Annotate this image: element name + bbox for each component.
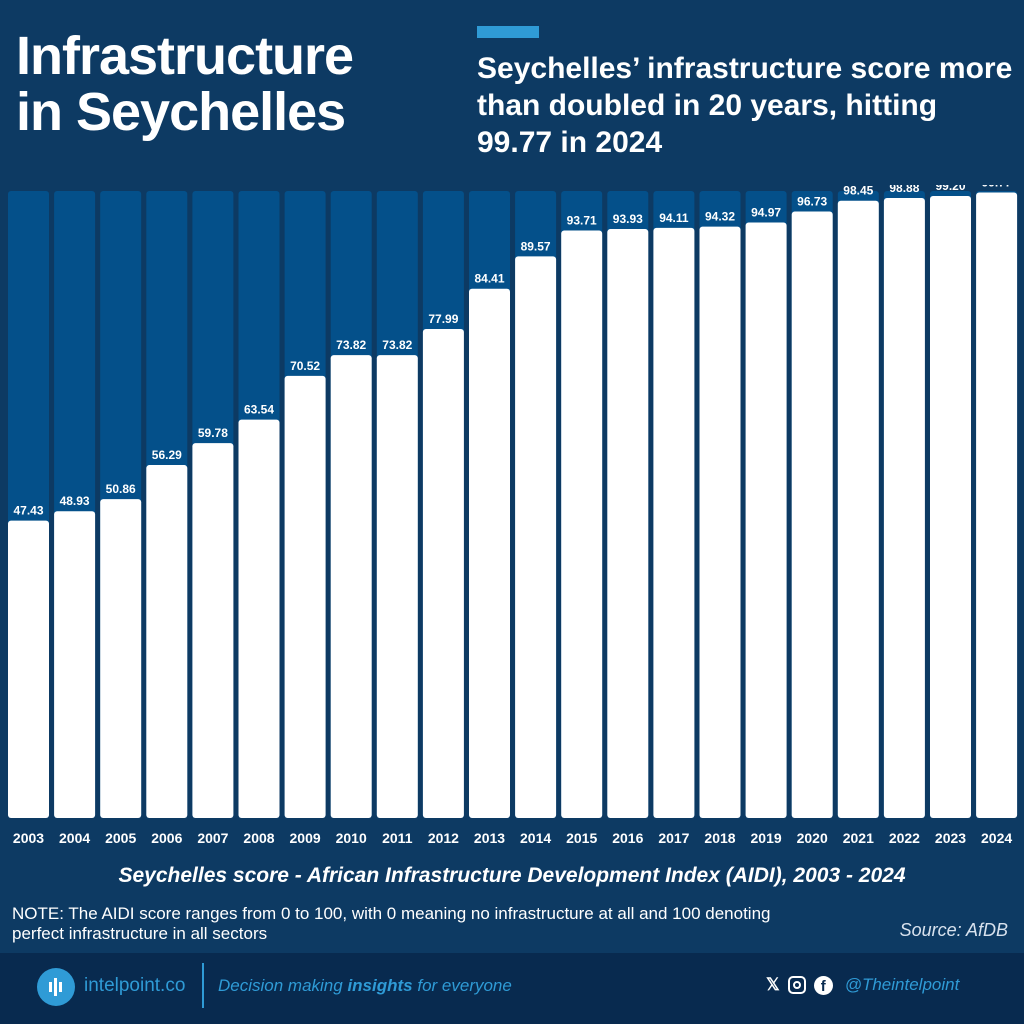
- x-tick-label: 2004: [59, 830, 90, 846]
- data-label: 93.93: [613, 212, 643, 226]
- x-tick-label: 2010: [336, 830, 367, 846]
- x-tick-label: 2003: [13, 830, 44, 846]
- bar-2006: [146, 465, 188, 818]
- bar-2020: [791, 211, 833, 818]
- x-tick-label: 2012: [428, 830, 459, 846]
- data-label: 98.45: [843, 185, 873, 198]
- x-tick-label: 2018: [704, 830, 735, 846]
- data-label: 63.54: [244, 403, 274, 417]
- data-label: 94.32: [705, 210, 735, 224]
- tagline-bold: insights: [347, 976, 413, 995]
- data-label: 93.71: [567, 213, 597, 227]
- tagline-text: Decision making: [218, 976, 348, 995]
- data-label: 98.88: [889, 185, 919, 195]
- x-tick-label: 2007: [197, 830, 228, 846]
- data-label: 47.43: [13, 504, 43, 518]
- instagram-icon[interactable]: [787, 976, 806, 994]
- title-line-1: Infrastructure: [16, 26, 354, 86]
- bar-2016: [607, 229, 649, 818]
- data-label: 70.52: [290, 359, 320, 373]
- data-label: 96.73: [797, 195, 827, 209]
- data-label: 99.20: [935, 185, 965, 193]
- data-label: 50.86: [106, 482, 136, 496]
- bar-2014: [515, 256, 557, 818]
- x-tick-label: 2009: [290, 830, 321, 846]
- x-tick-label: 2015: [566, 830, 597, 846]
- tagline-text-end: for everyone: [412, 976, 512, 995]
- data-label: 56.29: [152, 448, 182, 462]
- data-label: 94.97: [751, 206, 781, 220]
- x-tick-label: 2020: [797, 830, 828, 846]
- source: Source: AfDB: [899, 920, 1008, 940]
- bar-chart: 47.43 2003 48.93 2004 50.86 2005 56.29 2006 59.7…: [8, 185, 1018, 846]
- bar-2015: [561, 230, 603, 818]
- bar-2021: [837, 200, 879, 818]
- bar-2018: [699, 226, 741, 819]
- bar-2017: [653, 227, 695, 818]
- subtitle: Seychelles’ infrastructure score more th…: [477, 52, 1013, 159]
- data-label: 59.78: [198, 426, 228, 440]
- x-icon[interactable]: 𝕏: [766, 975, 780, 994]
- page-title: Infrastructure in Seychelles: [16, 26, 354, 142]
- x-tick-label: 2005: [105, 830, 136, 846]
- bar-2010: [330, 355, 372, 818]
- bar-2003: [8, 520, 49, 818]
- accent-bar: [477, 26, 539, 38]
- brand-link[interactable]: intelpoint.co: [84, 975, 186, 996]
- bar-2005: [100, 499, 142, 818]
- data-label: 73.82: [336, 338, 366, 352]
- bar-2024: [976, 192, 1018, 819]
- data-label: 77.99: [428, 312, 458, 326]
- tagline: Decision making insights for everyone: [218, 976, 512, 996]
- logo-icon: [37, 968, 75, 1006]
- bar-2011: [376, 355, 418, 818]
- x-tick-label: 2017: [658, 830, 689, 846]
- facebook-icon[interactable]: f: [813, 975, 833, 995]
- social-handle[interactable]: @Theintelpoint: [844, 975, 960, 994]
- data-label: 73.82: [382, 338, 412, 352]
- x-tick-label: 2008: [243, 830, 274, 846]
- bar-2019: [745, 222, 787, 819]
- x-tick-label: 2021: [843, 830, 874, 846]
- data-label: 99.77: [982, 185, 1012, 189]
- data-label: 48.93: [60, 494, 90, 508]
- x-tick-label: 2023: [935, 830, 966, 846]
- divider: [202, 963, 204, 1008]
- social-links: 𝕏 f @Theintelpoint: [766, 975, 959, 995]
- bar-2022: [883, 198, 925, 818]
- x-tick-label: 2022: [889, 830, 920, 846]
- chart-caption: Seychelles score - African Infrastructur…: [118, 864, 906, 887]
- bar-2013: [469, 288, 510, 819]
- bar-2008: [238, 419, 280, 818]
- title-line-2: in Seychelles: [16, 82, 346, 142]
- bar-2007: [192, 443, 234, 818]
- x-tick-label: 2006: [151, 830, 182, 846]
- data-label: 84.41: [474, 272, 504, 286]
- bar-2009: [284, 375, 326, 818]
- bar-2004: [54, 511, 96, 818]
- note: NOTE: The AIDI score ranges from 0 to 10…: [12, 904, 771, 943]
- x-tick-label: 2019: [751, 830, 782, 846]
- data-label: 89.57: [521, 239, 551, 253]
- bar-2023: [930, 196, 971, 819]
- x-tick-label: 2016: [612, 830, 643, 846]
- data-label: 94.11: [659, 211, 689, 225]
- x-tick-label: 2013: [474, 830, 505, 846]
- footer: intelpoint.co Decision making insights f…: [0, 953, 1024, 1024]
- x-tick-label: 2011: [382, 830, 413, 846]
- bar-2012: [422, 329, 464, 818]
- x-tick-label: 2024: [981, 830, 1012, 846]
- x-tick-label: 2014: [520, 830, 551, 846]
